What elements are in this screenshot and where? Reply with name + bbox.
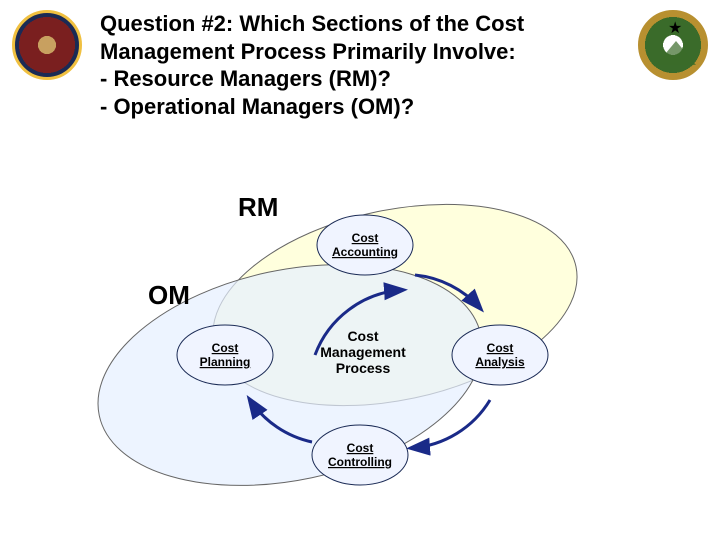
svg-text:Cost: Cost [487, 341, 514, 355]
diagram-container: Cost Accounting Cost Analysis Cost Contr… [0, 160, 720, 540]
node-analysis: Cost Analysis [452, 325, 548, 385]
node-planning: Cost Planning [177, 325, 273, 385]
svg-text:Cost: Cost [347, 441, 374, 455]
svg-text:Analysis: Analysis [475, 355, 525, 369]
title-line-1: Question #2: Which Sections of the Cost [100, 10, 620, 38]
title-line-4: - Operational Managers (OM)? [100, 93, 620, 121]
center-label: CostManagementProcess [318, 328, 408, 376]
slide-root: ★ Question #2: Which Sections of the Cos… [0, 0, 720, 540]
node-controlling: Cost Controlling [312, 425, 408, 485]
node-accounting: Cost Accounting [317, 215, 413, 275]
svg-text:Cost: Cost [212, 341, 239, 355]
seal-right-icon: ★ [638, 10, 708, 80]
title-line-2: Management Process Primarily Involve: [100, 38, 620, 66]
seal-left-icon [12, 10, 82, 80]
star-icon: ★ [668, 21, 684, 37]
title-block: Question #2: Which Sections of the Cost … [100, 10, 620, 120]
om-label: OM [148, 280, 190, 311]
center-label-text: CostManagementProcess [320, 328, 406, 376]
svg-text:Controlling: Controlling [328, 455, 392, 469]
title-line-3: - Resource Managers (RM)? [100, 65, 620, 93]
rm-label: RM [238, 192, 278, 223]
svg-text:Cost: Cost [352, 231, 379, 245]
svg-text:Planning: Planning [200, 355, 251, 369]
svg-text:Accounting: Accounting [332, 245, 398, 259]
